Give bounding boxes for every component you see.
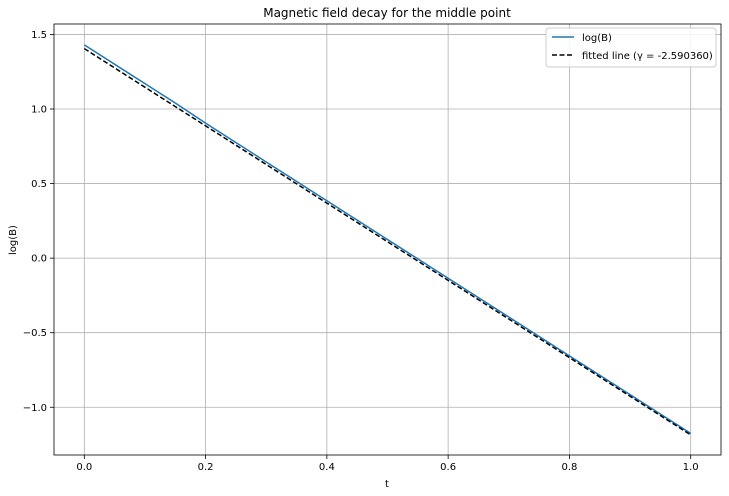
legend-label-fitted-line: fitted line (γ = -2.590360): [582, 51, 713, 62]
y-tick-label: 1.5: [31, 30, 47, 41]
series-line-logb: [83, 44, 692, 435]
legend-label-logb: log(B): [582, 33, 612, 44]
x-tick-label: 1.0: [683, 462, 699, 473]
series-lines: [83, 44, 692, 436]
y-tick-label: 0.0: [31, 254, 47, 265]
gridlines: [54, 24, 721, 455]
legend-box: [545, 27, 717, 68]
y-tick-label: 0.5: [31, 179, 47, 190]
y-axis-ticks: −1.0 −0.5 0.0 0.5 1.0 1.5: [23, 30, 54, 414]
y-tick-label: −0.5: [23, 328, 47, 339]
x-axis-ticks: 0.0 0.2 0.4 0.6 0.8 1.0: [76, 455, 699, 473]
x-tick-label: 0.6: [440, 462, 456, 473]
x-axis-label: t: [385, 479, 389, 490]
y-axis-label: log(B): [8, 225, 19, 255]
plot-area-frame: [53, 23, 722, 456]
x-tick-label: 0.0: [76, 462, 92, 473]
chart-title: Magnetic field decay for the middle poin…: [263, 6, 511, 20]
x-tick-label: 0.8: [561, 462, 577, 473]
legend: log(B) fitted line (γ = -2.590360): [545, 27, 717, 68]
y-tick-label: −1.0: [23, 403, 47, 414]
x-tick-label: 0.2: [198, 462, 214, 473]
x-tick-label: 0.4: [319, 462, 335, 473]
y-tick-label: 1.0: [31, 105, 47, 116]
